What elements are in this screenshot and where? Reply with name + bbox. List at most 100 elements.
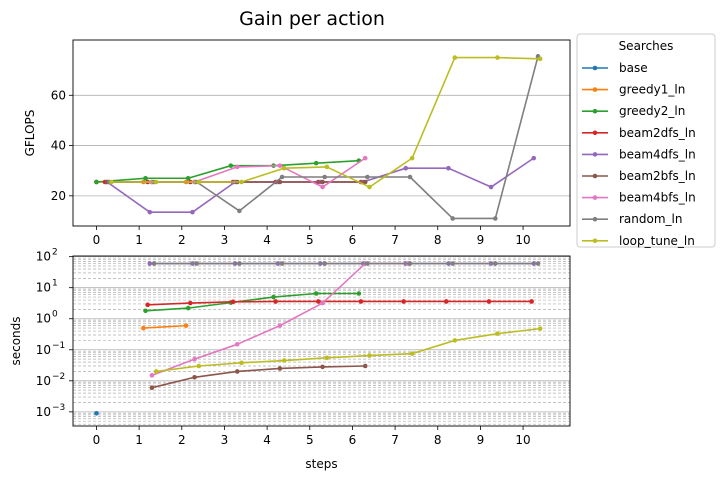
legend-entry-beam2bfs-ln: beam2bfs_ln bbox=[582, 169, 696, 183]
y-tick-label: 10 bbox=[36, 405, 51, 419]
data-point bbox=[281, 358, 287, 363]
y-tick-label: 10 bbox=[36, 250, 51, 264]
data-point bbox=[192, 374, 197, 380]
data-point bbox=[151, 261, 157, 266]
y-tick-label: 20 bbox=[51, 189, 66, 203]
y-tick-label: 10 bbox=[36, 374, 51, 388]
data-point bbox=[409, 351, 415, 356]
data-point bbox=[281, 165, 287, 171]
data-point bbox=[196, 363, 202, 369]
legend-frame bbox=[576, 33, 716, 248]
x-tick-label: 7 bbox=[391, 433, 399, 447]
gflops-chart: 0 1 2 3 4 5 6 7 8 9 10 20 40 60 GFLOPS bbox=[23, 39, 571, 247]
legend-entry-greedy1-ln: greedy1_ln bbox=[582, 83, 685, 97]
series-base bbox=[94, 410, 99, 416]
data-point bbox=[316, 299, 321, 304]
data-point bbox=[493, 261, 498, 266]
legend-label: beam2bfs_ln bbox=[619, 169, 696, 183]
legend-swatch-marker bbox=[592, 152, 598, 157]
legend-label: base bbox=[619, 61, 648, 75]
legend-entry-random-ln: random_ln bbox=[582, 212, 682, 226]
x-tick-label: 8 bbox=[434, 233, 442, 247]
legend-entry-greedy2-ln: greedy2_ln bbox=[582, 104, 685, 118]
data-point bbox=[320, 300, 325, 306]
series-line bbox=[143, 324, 187, 329]
y-tick-label: 40 bbox=[51, 139, 66, 153]
legend-swatch-marker bbox=[592, 216, 598, 222]
data-point bbox=[194, 261, 200, 266]
data-point bbox=[185, 305, 191, 311]
data-point bbox=[403, 165, 409, 171]
plot-frame bbox=[72, 255, 571, 427]
x-axis-label: steps bbox=[305, 457, 337, 471]
data-point bbox=[228, 163, 234, 168]
x-tick-label: 0 bbox=[93, 233, 101, 247]
x-tick-label: 7 bbox=[391, 233, 399, 247]
data-point bbox=[313, 291, 319, 296]
data-point bbox=[149, 385, 155, 391]
data-point bbox=[324, 164, 330, 170]
series-random-ln bbox=[151, 261, 541, 266]
series-line bbox=[151, 262, 408, 377]
series-line bbox=[96, 159, 359, 183]
data-point bbox=[234, 342, 240, 347]
data-point bbox=[143, 175, 148, 181]
legend-swatch-marker bbox=[592, 65, 598, 71]
x-tick-label: 2 bbox=[178, 433, 186, 447]
data-point bbox=[153, 179, 159, 185]
data-point bbox=[237, 261, 242, 266]
data-point bbox=[320, 184, 325, 190]
data-point bbox=[188, 300, 193, 306]
x-tick-label: 4 bbox=[263, 233, 271, 247]
legend-title: Searches bbox=[619, 39, 674, 53]
data-point bbox=[230, 299, 236, 305]
x-tick-label: 0 bbox=[93, 433, 101, 447]
x-tick-label: 8 bbox=[434, 433, 442, 447]
data-point bbox=[192, 356, 197, 362]
data-point bbox=[277, 163, 283, 168]
data-point bbox=[531, 155, 537, 161]
x-tick-label: 6 bbox=[349, 433, 357, 447]
series-greedy1-ln bbox=[141, 323, 189, 331]
y-tick-label: 10 bbox=[36, 343, 51, 357]
data-point bbox=[277, 179, 283, 185]
data-point bbox=[277, 323, 283, 328]
data-point bbox=[401, 299, 406, 304]
data-point bbox=[446, 165, 451, 171]
y-axis-label: GFLOPS bbox=[23, 110, 37, 157]
y-ticks: 20 40 60 bbox=[51, 88, 73, 203]
x-tick-label: 1 bbox=[135, 233, 143, 247]
x-tick-label: 5 bbox=[306, 233, 314, 247]
x-ticks: 0 1 2 3 4 5 6 7 8 9 10 bbox=[93, 226, 531, 247]
gridlines bbox=[73, 256, 570, 425]
data-point bbox=[367, 184, 372, 190]
data-point bbox=[322, 174, 328, 180]
data-point bbox=[356, 291, 362, 296]
x-tick-label: 10 bbox=[515, 233, 530, 247]
series-beam2dfs-ln bbox=[145, 299, 534, 308]
data-point bbox=[145, 302, 150, 308]
figure-title: Gain per action bbox=[239, 8, 385, 30]
data-point bbox=[322, 261, 328, 266]
y-tick-label: 10 bbox=[36, 281, 51, 295]
data-point bbox=[271, 294, 276, 300]
data-point bbox=[141, 325, 146, 331]
legend-entry-beam4bfs-ln: beam4bfs_ln bbox=[582, 191, 696, 205]
data-point bbox=[486, 299, 492, 304]
data-point bbox=[362, 155, 368, 161]
series-greedy2-ln bbox=[94, 158, 362, 185]
data-point bbox=[367, 353, 372, 358]
legend-entry-beam4dfs-ln: beam4dfs_ln bbox=[582, 147, 696, 161]
data-point bbox=[320, 179, 325, 185]
series-line bbox=[156, 327, 541, 373]
data-point bbox=[452, 55, 458, 60]
series-group bbox=[94, 54, 543, 221]
data-point bbox=[450, 261, 455, 266]
data-point bbox=[277, 366, 283, 371]
data-point bbox=[153, 369, 159, 374]
legend-entry-base: base bbox=[582, 61, 648, 75]
series-line bbox=[147, 300, 532, 306]
x-tick-label: 2 bbox=[178, 233, 186, 247]
x-tick-label: 4 bbox=[263, 433, 271, 447]
